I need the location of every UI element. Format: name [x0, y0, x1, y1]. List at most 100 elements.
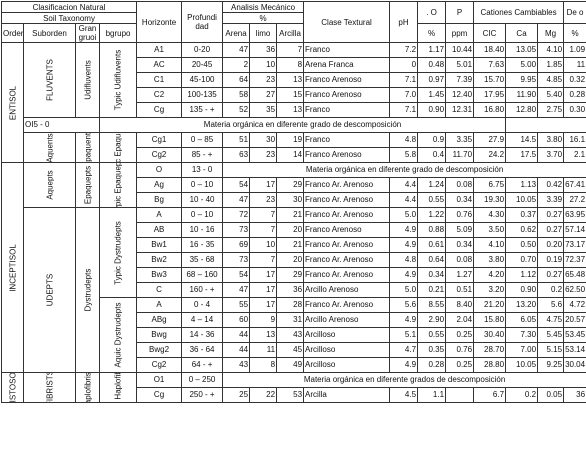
depth-cell: 16 - 35	[182, 238, 223, 253]
cic-cell: 4.20	[474, 268, 506, 283]
depth-cell: 4 – 14	[182, 313, 223, 328]
mo-cell: 0.88	[418, 223, 446, 238]
horizon-cell: Bw1	[137, 238, 182, 253]
depth-cell: 10 - 16	[182, 223, 223, 238]
horizon-cell: ABg	[137, 313, 182, 328]
horizon-cell: O	[137, 163, 182, 178]
arcilla-cell: 8	[277, 58, 304, 73]
cic-cell: 27.9	[474, 133, 506, 148]
cic-cell: 15.70	[474, 73, 506, 88]
arena-cell: 47	[223, 283, 250, 298]
ca-cell: 5.00	[506, 58, 538, 73]
p-cell: 5.09	[446, 223, 474, 238]
limo-cell: 7	[250, 223, 277, 238]
header-limo: limo	[250, 24, 277, 43]
taxonomy-typic-epaquepts: Typic Epaquepts	[100, 163, 137, 208]
taxonomy-fluvents: FLUVENTS	[24, 43, 76, 118]
taxonomy-label: Typic Udifluvents	[114, 50, 123, 110]
limo-cell: 17	[250, 283, 277, 298]
taxonomy-dystrudepts: Dystrudepts	[76, 208, 100, 373]
cic-cell: 24.2	[474, 148, 506, 163]
ca-cell: 14.5	[506, 133, 538, 148]
depth-cell: 0-20	[182, 43, 223, 58]
mo-cell: 0.55	[418, 328, 446, 343]
ca-cell: 1.13	[506, 178, 538, 193]
cic-cell: 28.80	[474, 358, 506, 373]
arena-cell: 58	[223, 88, 250, 103]
ca-cell: 7.30	[506, 328, 538, 343]
arena-cell: 47	[223, 43, 250, 58]
taxonomy-aquents: Aquents	[24, 133, 76, 163]
depth-cell: 35 - 68	[182, 253, 223, 268]
mo-cell: 1.22	[418, 208, 446, 223]
arena-cell: 73	[223, 223, 250, 238]
de-cell: 16.1	[564, 133, 586, 148]
mg-cell: 1.85	[538, 58, 564, 73]
arcilla-cell: 13	[277, 73, 304, 88]
ph-cell: 4.9	[390, 313, 418, 328]
limo-cell: 9	[250, 313, 277, 328]
ca-cell: 10.05	[506, 193, 538, 208]
ph-cell: 4.8	[390, 133, 418, 148]
p-cell: 5.01	[446, 58, 474, 73]
mo-cell: 0.48	[418, 58, 446, 73]
mg-cell: 4.85	[538, 73, 564, 88]
depth-cell: 10 - 40	[182, 193, 223, 208]
arcilla-cell: 20	[277, 253, 304, 268]
taxonomy-epaquepts: Epaquepts	[76, 163, 100, 208]
horizon-cell: Cg2	[137, 148, 182, 163]
header-soil-taxonomy: Soil Taxonomy	[2, 13, 137, 24]
header-ph: pH	[390, 2, 418, 43]
arcilla-cell: 7	[277, 43, 304, 58]
cic-cell: 15.80	[474, 313, 506, 328]
arena-cell: 51	[223, 133, 250, 148]
ca-cell: 1.12	[506, 268, 538, 283]
ca-cell: 11.90	[506, 88, 538, 103]
mo-cell: 1.45	[418, 88, 446, 103]
horizon-cell: C2	[137, 88, 182, 103]
mo-cell: 0.35	[418, 343, 446, 358]
header-mo-unit: %	[418, 24, 446, 43]
taxonomy-histosol: HISTOSOL	[2, 373, 24, 403]
cic-cell: 19.30	[474, 193, 506, 208]
limo-cell: 10	[250, 238, 277, 253]
mo-cell: 0.21	[418, 283, 446, 298]
p-cell: 8.40	[446, 298, 474, 313]
ca-cell: 13.20	[506, 298, 538, 313]
texture-cell: Franco Ar. Arenoso	[304, 178, 390, 193]
arena-cell: 55	[223, 298, 250, 313]
ca-cell: 0.90	[506, 283, 538, 298]
arena-cell: 52	[223, 103, 250, 118]
taxonomy-label: Dystrudepts	[83, 269, 92, 312]
de-cell: 30.04	[564, 358, 586, 373]
limo-cell: 30	[250, 133, 277, 148]
arena-cell: 64	[223, 73, 250, 88]
arcilla-cell: 28	[277, 298, 304, 313]
depth-cell: 36 - 64	[182, 343, 223, 358]
horizon-cell: Bwg	[137, 328, 182, 343]
mg-cell: 2.75	[538, 103, 564, 118]
header-arcilla: Arcilla	[277, 24, 304, 43]
arena-cell: 44	[223, 343, 250, 358]
depth-cell: 100-135	[182, 88, 223, 103]
taxonomy-label: Epaquents	[83, 133, 92, 163]
de-cell: 0.32	[564, 73, 586, 88]
organic-matter-note: Materia orgánica en diferente grados de …	[223, 373, 586, 388]
limo-cell: 8	[250, 358, 277, 373]
p-cell: 2.04	[446, 313, 474, 328]
header-orden: Orden	[2, 24, 24, 43]
arcilla-cell: 20	[277, 223, 304, 238]
limo-cell: 17	[250, 178, 277, 193]
horizon-cell: A	[137, 208, 182, 223]
arena-cell: 54	[223, 178, 250, 193]
header-ca: Ca	[506, 24, 538, 43]
mg-cell: 0.27	[538, 268, 564, 283]
soil-classification-table: Clasificacion Natural Horizonte Profundi…	[1, 1, 586, 403]
limo-cell: 22	[250, 388, 277, 403]
arena-cell: 43	[223, 358, 250, 373]
limo-cell: 7	[250, 208, 277, 223]
organic-matter-note: Materia orgánica en diferente grado de d…	[100, 118, 506, 133]
ca-cell: 10.05	[506, 358, 538, 373]
